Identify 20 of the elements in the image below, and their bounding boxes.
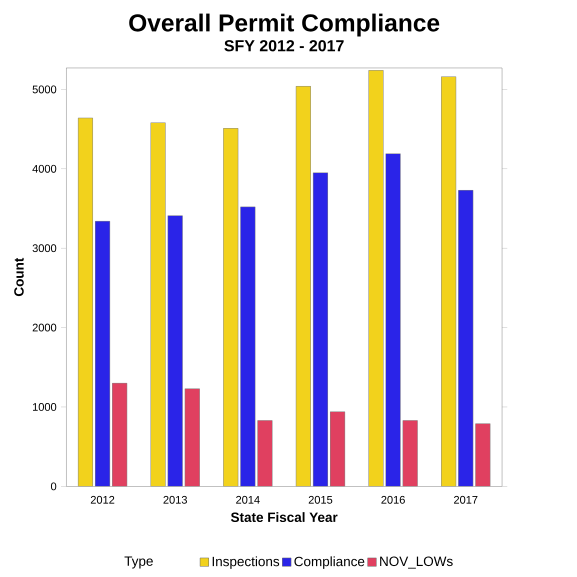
x-tick-label: 2012: [90, 496, 114, 504]
y-tick-label: 1000: [32, 403, 56, 411]
y-tick-label: 0: [50, 482, 56, 490]
y-tick-label: 4000: [32, 164, 56, 173]
x-tick-label: 2014: [236, 496, 260, 504]
y-axis-title: Count: [14, 258, 24, 296]
legend-label: Inspections: [212, 556, 280, 569]
chart-title: Overall Permit Compliance: [129, 14, 440, 36]
x-axis-title: State Fiscal Year: [230, 512, 338, 522]
x-tick-label: 2015: [308, 496, 332, 504]
chart-subtitle: SFY 2012 - 2017: [224, 40, 344, 52]
x-tick-label: 2016: [381, 496, 405, 504]
legend-label: NOV_LOWs: [380, 556, 453, 569]
legend-label: Compliance: [294, 556, 364, 569]
y-tick-label: 2000: [32, 324, 56, 332]
legend-title: Type: [124, 556, 153, 569]
x-tick-label: 2013: [163, 496, 187, 504]
y-tick-label: 5000: [32, 85, 56, 94]
y-tick-label: 3000: [32, 244, 56, 252]
x-tick-label: 2017: [454, 496, 478, 504]
